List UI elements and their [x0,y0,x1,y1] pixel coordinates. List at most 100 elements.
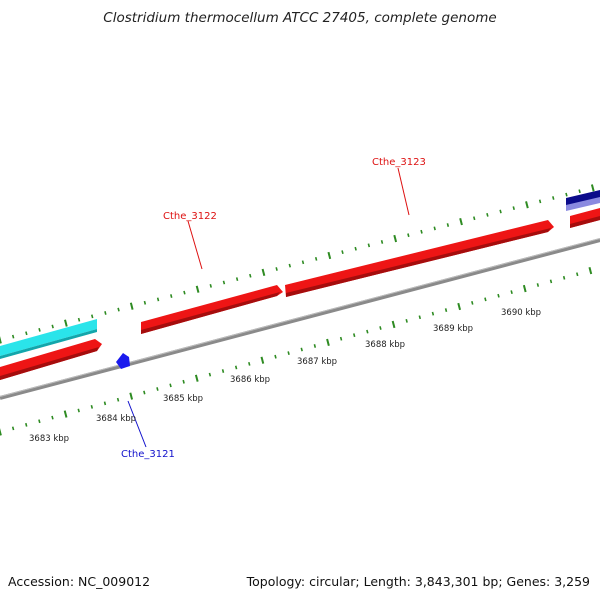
minor-tick [379,326,382,330]
minor-tick [77,317,81,322]
major-tick [522,284,527,293]
minor-tick [11,426,15,431]
minor-tick [552,196,555,200]
major-tick [194,374,199,382]
minor-tick [536,283,540,287]
navy-feature[interactable] [566,190,600,206]
minor-tick [339,336,343,341]
label-cthe-3121: Cthe_3121 [121,449,175,460]
minor-tick [314,256,318,261]
minor-tick [313,344,317,348]
minor-tick [51,324,54,329]
minor-tick [156,387,159,391]
minor-tick [578,189,581,194]
minor-tick [565,192,568,197]
minor-tick [562,275,566,280]
cyan-feature-shade [0,329,97,359]
minor-tick [407,233,410,238]
scale-label: 3689 kbp [433,324,473,334]
minor-tick [104,311,107,315]
minor-tick [182,379,185,384]
major-tick [457,302,462,311]
minor-tick [549,279,553,284]
minor-tick [287,351,290,356]
minor-tick [235,277,239,282]
leader-cthe-3123 [397,167,410,216]
major-tick [129,302,134,310]
minor-tick [484,297,487,302]
minor-tick [25,422,28,427]
major-tick [459,218,463,226]
scale-label: 3687 kbp [297,357,337,367]
genome-stats-text: Topology: circular; Length: 3,843,301 bp… [246,574,590,589]
label-cthe-3123: Cthe_3123 [372,157,426,168]
minor-tick [117,307,120,312]
major-tick [260,356,265,364]
minor-tick [143,300,147,305]
minor-tick [446,223,450,227]
gene-cthe-3121[interactable] [116,353,130,369]
gene-cthe-3122-shade [141,292,280,334]
minor-tick [274,354,277,359]
minor-tick [170,294,173,298]
scale-label: 3683 kbp [29,434,69,444]
scale-label: 3684 kbp [96,414,136,424]
minor-tick [208,372,212,377]
minor-tick [380,240,384,244]
inner-tick-ring [0,266,593,436]
minor-tick [354,246,357,251]
major-tick [588,266,593,275]
major-tick [195,285,200,293]
major-tick [393,234,398,243]
outer-tick-ring [0,184,595,344]
major-tick [129,392,134,400]
minor-tick [499,209,502,214]
minor-tick [11,334,15,339]
major-tick [590,184,595,192]
minor-tick [420,229,423,234]
minor-tick [538,199,542,204]
scale-label: 3690 kbp [501,308,541,318]
minor-tick [143,390,146,395]
minor-tick [352,333,356,338]
major-tick [0,336,2,344]
genome-backbone-highlight [0,238,600,397]
minor-tick [473,216,476,221]
minor-tick [38,327,41,332]
minor-tick [234,365,238,370]
minor-tick [576,272,579,277]
minor-tick [248,361,251,366]
gene-left-red-shade [0,347,99,380]
minor-tick [300,347,303,352]
cyan-feature[interactable] [0,319,97,356]
major-tick [326,338,330,346]
label-cthe-3122: Cthe_3122 [163,211,217,222]
minor-tick [103,401,107,406]
minor-tick [90,314,94,319]
leader-cthe-3122 [187,220,203,270]
minor-tick [288,263,292,268]
minor-tick [222,280,226,285]
minor-tick [183,290,186,295]
major-tick [64,319,68,327]
minor-tick [341,250,344,254]
minor-tick [367,243,371,248]
minor-tick [431,311,435,316]
gene-cthe-3123-shade [286,228,551,297]
gene-right-red-shade [570,216,600,228]
minor-tick [471,301,474,305]
scale-label: 3686 kbp [230,375,270,385]
lavender-feature[interactable] [566,197,600,211]
minor-tick [38,419,41,424]
minor-tick [249,273,252,278]
minor-tick [77,408,80,413]
minor-tick [497,293,500,298]
major-tick [63,410,68,418]
minor-tick [418,315,422,320]
minor-tick [169,383,172,388]
minor-tick [433,226,436,231]
minor-tick [512,206,515,211]
minor-tick [116,397,120,402]
minor-tick [444,308,448,312]
